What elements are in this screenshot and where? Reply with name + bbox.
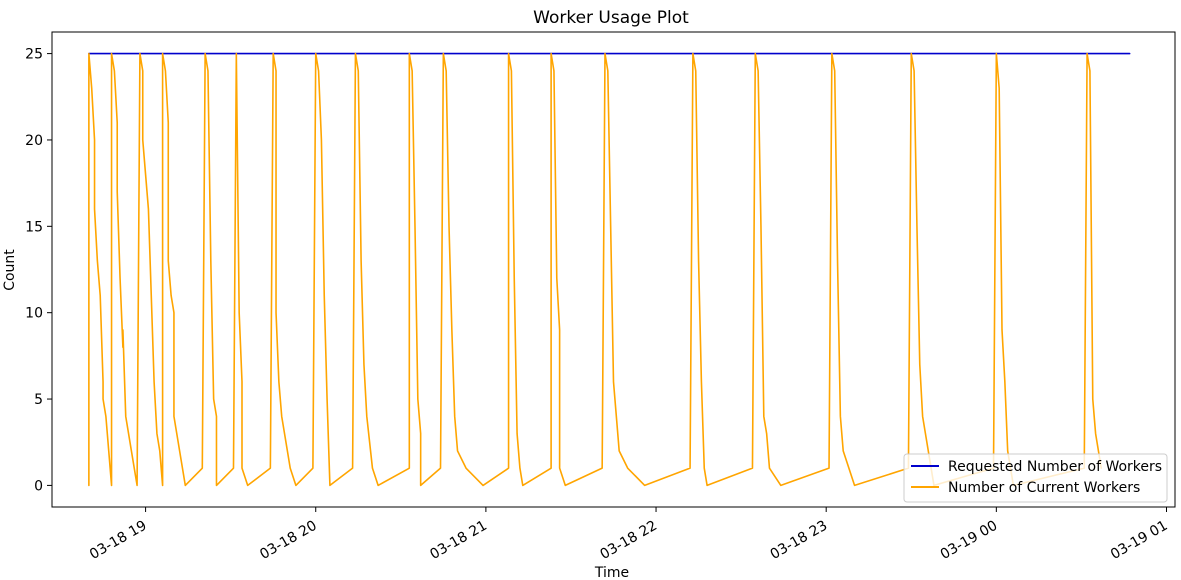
x-tick-label: 03-18 23 <box>768 518 831 563</box>
x-axis: 03-18 19 03-18 20 03-18 21 03-18 22 03-18 23… <box>87 507 1170 563</box>
y-axis-title: Count <box>2 249 18 291</box>
x-tick-label: 03-18 19 <box>87 518 150 563</box>
x-tick-label: 03-18 22 <box>598 518 661 563</box>
axes-frame <box>51 31 1176 508</box>
legend-label-current: Number of Current Workers <box>948 480 1140 496</box>
y-axis: 0 5 10 15 20 25 <box>25 47 52 494</box>
y-tick-label: 15 <box>25 219 43 235</box>
plot-area <box>88 52 1131 487</box>
x-tick-label: 03-19 00 <box>938 518 1001 563</box>
series-line-current <box>88 52 1103 487</box>
legend-box <box>903 453 1168 503</box>
chart-title: Worker Usage Plot <box>533 8 689 28</box>
x-axis-title: Time <box>594 565 629 580</box>
y-tick-label: 25 <box>25 47 43 63</box>
legend-label-requested: Requested Number of Workers <box>948 459 1162 475</box>
y-tick-label: 0 <box>34 478 43 494</box>
x-tick-label: 03-18 20 <box>257 518 320 563</box>
y-tick-label: 20 <box>25 133 43 149</box>
y-tick-label: 10 <box>25 306 43 322</box>
y-tick-label: 5 <box>34 392 43 408</box>
x-tick-label: 03-19 01 <box>1108 518 1171 563</box>
x-tick-label: 03-18 21 <box>427 518 490 563</box>
legend: Requested Number of Workers Number of Cu… <box>903 453 1168 503</box>
